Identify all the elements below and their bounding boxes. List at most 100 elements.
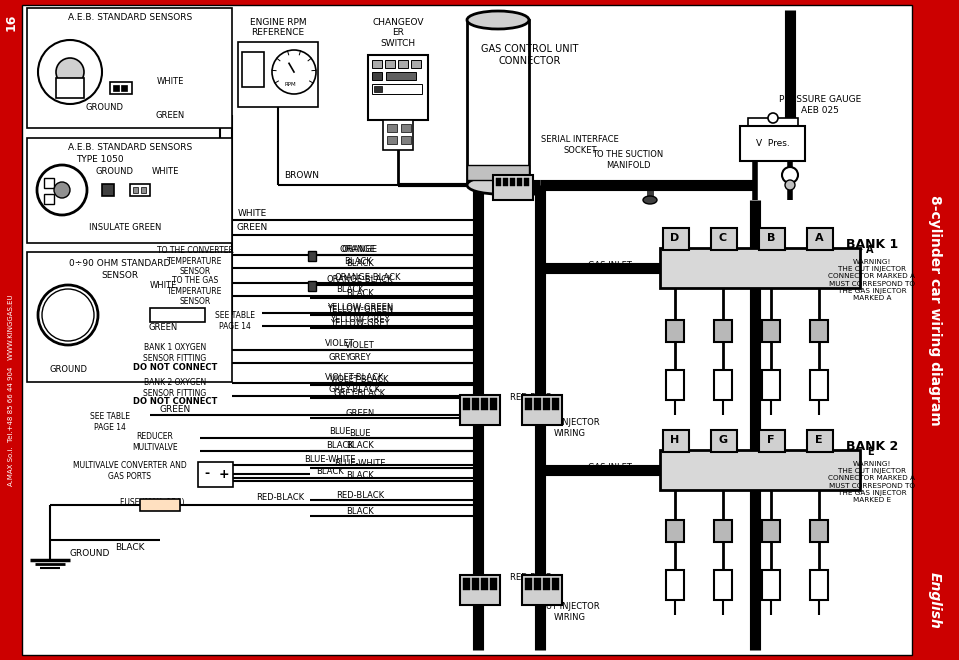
- Text: VIOLET-BLACK: VIOLET-BLACK: [325, 372, 385, 381]
- Bar: [44, 178, 54, 188]
- Text: ENGINE RPM
REFERENCE: ENGINE RPM REFERENCE: [249, 18, 306, 38]
- Text: SEE TABLE
PAGE 14: SEE TABLE PAGE 14: [90, 412, 130, 432]
- Bar: [27, 8, 232, 128]
- Text: PRESSURE GAUGE
AEB 025: PRESSURE GAUGE AEB 025: [779, 95, 861, 115]
- Text: TO THE GAS
TEMPERATURE
SENSOR: TO THE GAS TEMPERATURE SENSOR: [167, 276, 222, 306]
- Bar: [810, 570, 828, 600]
- Bar: [517, 178, 522, 186]
- Bar: [481, 398, 488, 410]
- Text: A.E.B. STANDARD SENSORS: A.E.B. STANDARD SENSORS: [68, 13, 192, 22]
- Bar: [481, 578, 488, 590]
- Text: RPM: RPM: [284, 81, 295, 86]
- Bar: [372, 84, 422, 94]
- Text: SEE TABLE
PAGE 14: SEE TABLE PAGE 14: [215, 312, 255, 331]
- Text: BLACK: BLACK: [346, 288, 374, 298]
- Bar: [238, 42, 318, 107]
- Text: YELLOW-GREEN: YELLOW-GREEN: [327, 302, 393, 312]
- Bar: [387, 124, 397, 132]
- Bar: [714, 320, 732, 342]
- Text: GREY: GREY: [349, 354, 371, 362]
- Text: INSULATE GREEN: INSULATE GREEN: [89, 222, 161, 232]
- Bar: [534, 578, 541, 590]
- Circle shape: [782, 167, 798, 183]
- Bar: [503, 178, 508, 186]
- Text: VIOLET-BLACK: VIOLET-BLACK: [330, 376, 389, 385]
- Bar: [912, 0, 959, 660]
- Text: GROUND: GROUND: [70, 550, 110, 558]
- Bar: [385, 60, 395, 68]
- Bar: [666, 570, 684, 600]
- Text: FUSE (MAX. 15A): FUSE (MAX. 15A): [120, 498, 184, 508]
- Bar: [496, 178, 501, 186]
- Text: GREY-BLACK: GREY-BLACK: [334, 389, 386, 397]
- Text: RED RING: RED RING: [510, 572, 551, 581]
- Bar: [543, 398, 550, 410]
- Text: ORANGE-BLACK: ORANGE-BLACK: [335, 273, 401, 282]
- Bar: [534, 398, 541, 410]
- Bar: [372, 60, 382, 68]
- Text: A: A: [815, 233, 824, 243]
- Text: BLUE: BLUE: [349, 428, 371, 438]
- Bar: [150, 308, 205, 322]
- Text: English: English: [928, 572, 942, 628]
- Text: YELLOW-GREY: YELLOW-GREY: [330, 319, 389, 327]
- Ellipse shape: [467, 11, 529, 29]
- Text: SERIAL INTERFACE
SOCKET: SERIAL INTERFACE SOCKET: [541, 135, 619, 154]
- Text: 16: 16: [5, 13, 17, 30]
- Circle shape: [54, 182, 70, 198]
- Bar: [133, 187, 138, 193]
- Bar: [759, 430, 785, 452]
- Text: BLACK: BLACK: [316, 467, 344, 477]
- Text: D: D: [670, 233, 680, 243]
- Text: V  Pres.: V Pres.: [756, 139, 790, 147]
- Bar: [762, 520, 780, 542]
- Text: GAS INLET►: GAS INLET►: [588, 463, 638, 473]
- Bar: [807, 430, 833, 452]
- Bar: [401, 124, 411, 132]
- Text: BLUE: BLUE: [329, 428, 351, 436]
- Text: 8-cylinder car wiring diagram: 8-cylinder car wiring diagram: [928, 195, 942, 426]
- Text: ORANGE: ORANGE: [340, 244, 376, 253]
- Bar: [660, 450, 860, 490]
- Text: TO THE CONVERTER
TEMPERATURE
SENSOR: TO THE CONVERTER TEMPERATURE SENSOR: [156, 246, 233, 276]
- Text: REDUCER
MULTIVALVE: REDUCER MULTIVALVE: [132, 432, 177, 451]
- Text: CUT INJECTOR
WIRING: CUT INJECTOR WIRING: [540, 418, 599, 438]
- Text: WHITE: WHITE: [152, 168, 178, 176]
- Bar: [748, 118, 798, 126]
- Bar: [552, 578, 559, 590]
- Text: A.E.B. STANDARD SENSORS: A.E.B. STANDARD SENSORS: [68, 143, 192, 152]
- Text: -: -: [204, 467, 210, 480]
- Bar: [711, 430, 737, 452]
- Text: BANK 2 OXYGEN
SENSOR FITTING: BANK 2 OXYGEN SENSOR FITTING: [144, 378, 206, 398]
- Bar: [810, 520, 828, 542]
- Text: GROUND: GROUND: [96, 168, 134, 176]
- Bar: [762, 320, 780, 342]
- Bar: [130, 184, 150, 196]
- Bar: [121, 85, 127, 91]
- Circle shape: [38, 40, 102, 104]
- Bar: [460, 575, 500, 605]
- Text: GROUND: GROUND: [86, 104, 124, 112]
- Bar: [552, 398, 559, 410]
- Text: RED RING: RED RING: [510, 393, 551, 403]
- Bar: [762, 370, 780, 400]
- Bar: [463, 578, 470, 590]
- Bar: [386, 72, 416, 80]
- Bar: [374, 86, 382, 92]
- Text: WHITE: WHITE: [238, 209, 267, 218]
- Text: BLACK: BLACK: [346, 442, 374, 451]
- Bar: [759, 228, 785, 250]
- Text: ORANGE-BLACK: ORANGE-BLACK: [327, 275, 393, 284]
- Bar: [308, 251, 316, 261]
- Bar: [493, 175, 533, 200]
- Bar: [110, 82, 132, 94]
- Text: GREEN: GREEN: [149, 323, 177, 333]
- Bar: [663, 430, 689, 452]
- Text: B: B: [767, 233, 775, 243]
- Bar: [472, 398, 479, 410]
- Bar: [460, 395, 500, 425]
- Text: BANK 2: BANK 2: [846, 440, 899, 453]
- Bar: [807, 228, 833, 250]
- Circle shape: [37, 165, 87, 215]
- Text: +: +: [219, 467, 229, 480]
